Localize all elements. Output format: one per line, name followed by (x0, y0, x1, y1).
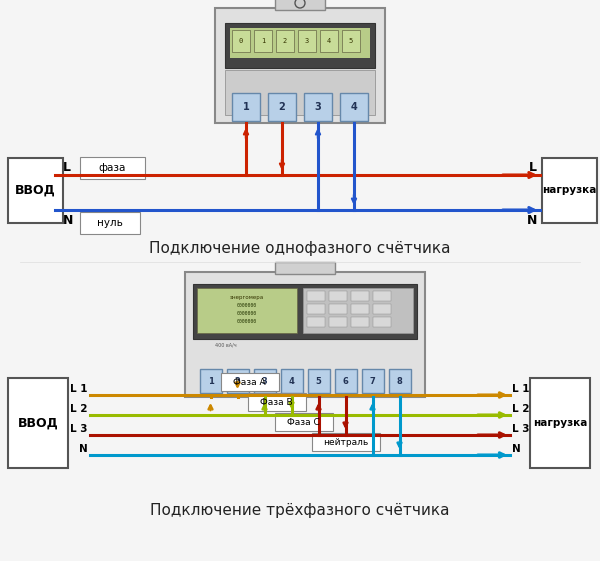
Text: нуль: нуль (97, 218, 123, 228)
Bar (320, 30, 338, 52)
Bar (329, 304, 347, 314)
Text: Фаза A: Фаза A (233, 378, 266, 387)
Text: энергомера: энергомера (230, 295, 264, 300)
Bar (298, 30, 316, 52)
Bar (373, 291, 391, 301)
Bar (232, 93, 260, 121)
Text: L 1: L 1 (512, 384, 530, 394)
Text: нагрузка: нагрузка (542, 185, 596, 195)
Bar (80, 212, 140, 234)
Bar (389, 369, 410, 393)
Text: 4: 4 (350, 102, 358, 112)
Text: нейтраль: нейтраль (323, 438, 368, 447)
Text: 8: 8 (397, 376, 403, 385)
Bar (303, 288, 413, 333)
Text: L 3: L 3 (512, 424, 530, 434)
Bar (307, 291, 325, 301)
Bar (373, 317, 391, 327)
Bar (373, 304, 391, 314)
Bar (308, 369, 329, 393)
Bar (542, 158, 597, 223)
Text: 3: 3 (314, 102, 322, 112)
Bar (8, 378, 68, 468)
Bar (254, 30, 272, 52)
Text: N: N (63, 214, 73, 227)
Bar (530, 378, 590, 468)
Text: 2: 2 (283, 38, 287, 44)
Text: 4: 4 (289, 376, 295, 385)
Text: 1: 1 (208, 376, 214, 385)
Bar (225, 23, 375, 68)
Text: Фаза B: Фаза B (260, 398, 293, 407)
Text: Подключение однофазного счётчика: Подключение однофазного счётчика (149, 241, 451, 255)
Bar (307, 317, 325, 327)
Bar (275, 262, 335, 274)
Text: 3: 3 (305, 38, 309, 44)
Bar (193, 284, 417, 339)
Bar (340, 93, 368, 121)
Bar (248, 393, 305, 411)
Text: 5: 5 (349, 38, 353, 44)
Bar (351, 304, 369, 314)
Text: 0000000: 0000000 (237, 319, 257, 324)
Text: фаза: фаза (98, 163, 125, 173)
Text: L 2: L 2 (512, 404, 530, 414)
Bar (304, 93, 332, 121)
Bar (281, 369, 302, 393)
Text: Подключение трёхфазного счётчика: Подключение трёхфазного счётчика (150, 503, 450, 517)
Text: N: N (79, 444, 88, 454)
Text: L: L (63, 160, 71, 173)
Bar (351, 291, 369, 301)
Bar (275, 0, 325, 10)
Text: 4: 4 (327, 38, 331, 44)
Text: 0: 0 (239, 38, 243, 44)
Text: L 3: L 3 (71, 424, 88, 434)
Bar (227, 369, 248, 393)
Text: 0000000: 0000000 (237, 302, 257, 307)
Text: ВВОД: ВВОД (17, 416, 58, 430)
Bar (276, 30, 294, 52)
Bar (80, 157, 145, 179)
Bar (311, 433, 380, 451)
Text: 5: 5 (316, 376, 322, 385)
Bar (185, 272, 425, 397)
Bar (230, 28, 370, 58)
Text: 1: 1 (261, 38, 265, 44)
Text: нагрузка: нагрузка (533, 418, 587, 428)
Bar (197, 288, 297, 333)
Text: 1: 1 (242, 102, 250, 112)
Bar (232, 30, 250, 52)
Text: Фаза C: Фаза C (287, 417, 320, 426)
Text: L: L (529, 160, 537, 173)
Bar (221, 373, 278, 391)
Bar (329, 291, 347, 301)
Text: 6: 6 (343, 376, 349, 385)
Bar (275, 413, 332, 431)
Text: 2: 2 (278, 102, 286, 112)
Text: L 1: L 1 (71, 384, 88, 394)
Text: 400 вА/ч: 400 вА/ч (215, 343, 236, 347)
Bar (342, 30, 360, 52)
Bar (254, 369, 275, 393)
Bar (215, 8, 385, 123)
Bar (199, 369, 221, 393)
Bar (329, 317, 347, 327)
Bar (335, 369, 356, 393)
Text: 3: 3 (262, 376, 268, 385)
Text: N: N (512, 444, 521, 454)
Text: N: N (527, 214, 537, 227)
Bar (361, 369, 383, 393)
Bar (268, 93, 296, 121)
Bar (351, 317, 369, 327)
Bar (8, 158, 63, 223)
Text: ВВОД: ВВОД (14, 183, 55, 196)
Text: 0000000: 0000000 (237, 310, 257, 315)
Bar (225, 70, 375, 115)
Bar (307, 304, 325, 314)
Text: 2: 2 (235, 376, 241, 385)
Text: L 2: L 2 (71, 404, 88, 414)
Text: 7: 7 (370, 376, 376, 385)
